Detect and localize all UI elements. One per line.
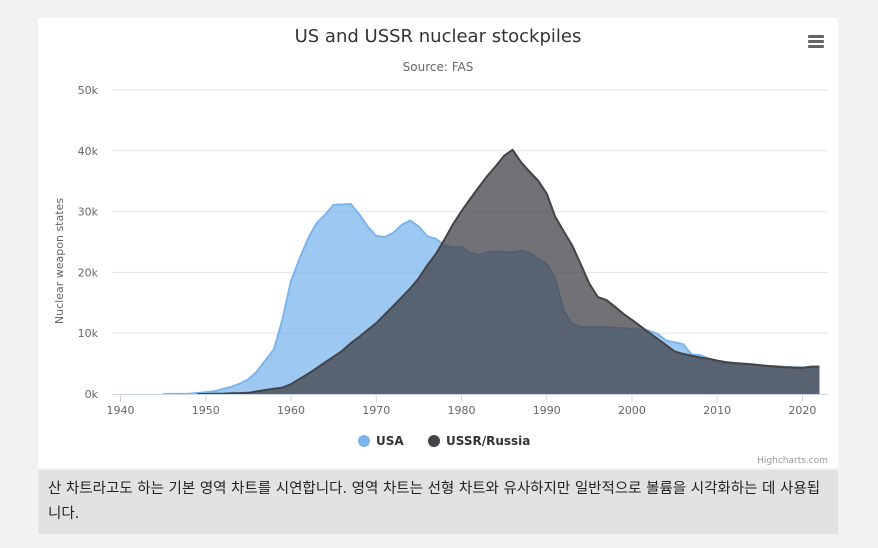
y-tick-label: 20k	[78, 266, 99, 279]
chart-description: 산 차트라고도 하는 기본 영역 차트를 시연합니다. 영역 차트는 선형 차트…	[38, 470, 838, 534]
y-tick-label: 10k	[78, 327, 99, 340]
chart-container: US and USSR nuclear stockpiles Source: F…	[38, 18, 838, 468]
chart-subtitle: Source: FAS	[403, 60, 474, 74]
series-area-ussr-russia[interactable]	[197, 149, 820, 394]
x-tick-label: 1980	[447, 404, 475, 417]
legend-symbol	[358, 435, 370, 447]
x-tick-label: 1950	[192, 404, 220, 417]
legend-item-usa[interactable]: USA	[358, 434, 404, 448]
legend-label: USA	[376, 434, 404, 448]
y-tick-label: 30k	[78, 206, 99, 219]
legend-label: USSR/Russia	[446, 434, 530, 448]
credits[interactable]: Highcharts.com	[757, 456, 828, 466]
y-axis-title: Nuclear weapon states	[53, 198, 66, 324]
y-tick-label: 0k	[85, 388, 99, 401]
chart-title: US and USSR nuclear stockpiles	[295, 26, 582, 47]
hamburger-menu-icon[interactable]	[806, 30, 828, 50]
x-tick-label: 1990	[533, 404, 561, 417]
legend-symbol	[428, 435, 440, 447]
x-tick-label: 1970	[362, 404, 390, 417]
x-tick-label: 2020	[788, 404, 816, 417]
x-tick-label: 1940	[107, 404, 135, 417]
x-tick-label: 2010	[703, 404, 731, 417]
x-tick-label: 1960	[277, 404, 305, 417]
legend-item-ussr-russia[interactable]: USSR/Russia	[428, 434, 530, 448]
area-chart: US and USSR nuclear stockpiles Source: F…	[53, 26, 828, 466]
series-line-ussr-russia[interactable]	[197, 148, 820, 395]
y-tick-label: 40k	[78, 145, 99, 158]
caption-text: 산 차트라고도 하는 기본 영역 차트를 시연합니다. 영역 차트는 선형 차트…	[48, 481, 821, 522]
x-tick-label: 2000	[618, 404, 646, 417]
y-tick-label: 50k	[78, 84, 99, 97]
